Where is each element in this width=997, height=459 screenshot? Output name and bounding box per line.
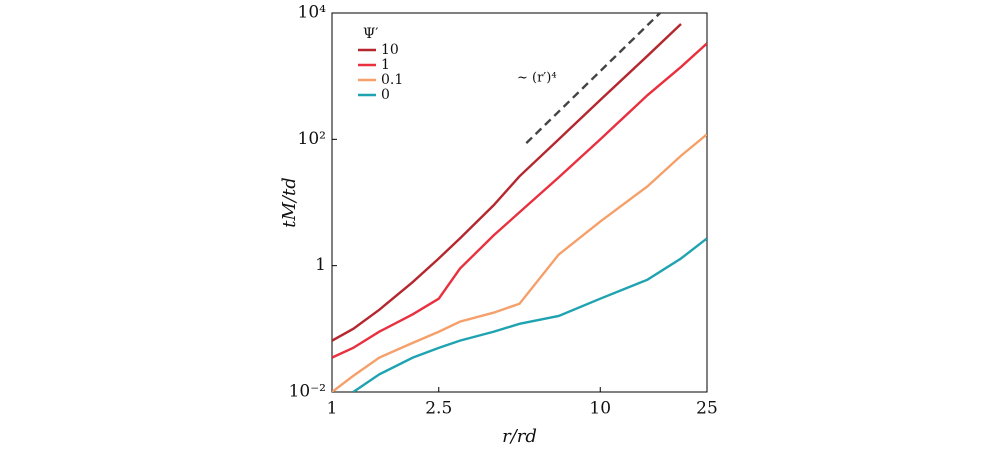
legend-label: 10 xyxy=(381,42,399,58)
legend-label: 1 xyxy=(381,57,390,73)
series-line xyxy=(352,237,707,392)
legend-label: 0.1 xyxy=(381,72,403,88)
series-line xyxy=(332,23,682,342)
legend-title: Ψ′ xyxy=(363,26,378,42)
y-axis-label: tM/td xyxy=(279,177,300,227)
y-tick-label: 1 xyxy=(315,255,326,275)
y-tick-label: 10² xyxy=(298,129,326,149)
x-tick-label: 10 xyxy=(589,399,611,419)
plot-frame xyxy=(331,12,708,393)
y-tick-label: 10⁴ xyxy=(298,3,327,23)
x-tick-label: 25 xyxy=(696,399,718,419)
reference-label: ~ (r′)⁴ xyxy=(517,71,557,86)
x-tick-label: 2.5 xyxy=(425,399,452,419)
x-axis-label: r/rd xyxy=(502,426,537,447)
x-tick-label: 1 xyxy=(327,399,338,419)
series-line xyxy=(332,42,707,359)
legend-label: 0 xyxy=(381,87,390,103)
series-line xyxy=(332,133,707,392)
y-tick-label: 10⁻² xyxy=(289,382,326,402)
reference-line xyxy=(525,13,661,145)
